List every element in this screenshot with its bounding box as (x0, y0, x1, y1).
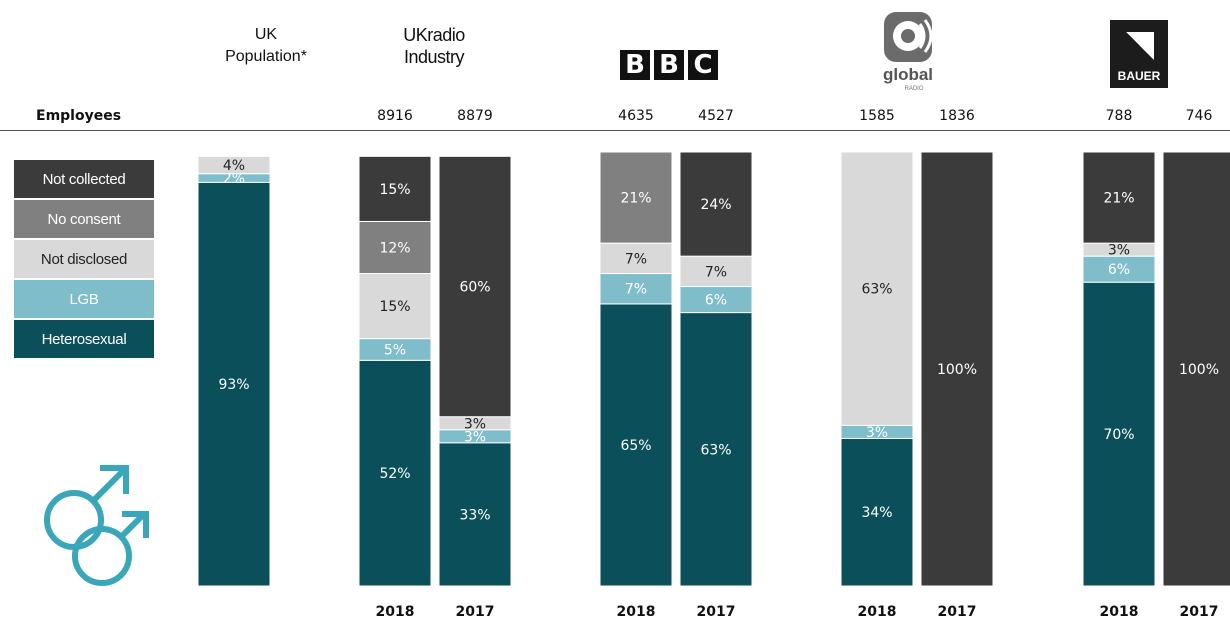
data-label: 52% (379, 466, 410, 482)
employees-count: 788 (1105, 108, 1133, 124)
male-male-gender-icon (38, 462, 150, 593)
bar-segment-lgb (1082, 255, 1156, 283)
employees-count: 8916 (377, 108, 413, 124)
data-label: 34% (861, 505, 892, 521)
global-radio-logo: global RADIO (880, 10, 948, 99)
data-label: 6% (705, 293, 727, 309)
bar-segment-heterosexual (679, 312, 753, 587)
legend-item-lgb: LGB (14, 280, 154, 318)
year-label: 2017 (1179, 604, 1219, 620)
bar-segment-not-collected (1162, 151, 1230, 587)
data-label: 21% (620, 191, 651, 207)
bar-segment-not-disclosed (599, 242, 673, 275)
legend-item-not-disclosed: Not disclosed (14, 240, 154, 278)
data-label: 93% (218, 377, 249, 393)
data-label: 3% (866, 425, 888, 441)
data-label: 3% (464, 416, 486, 432)
year-label: 2018 (616, 604, 656, 620)
data-label: 24% (700, 197, 731, 213)
bar-segment-lgb (599, 273, 673, 305)
bar-segment-not-collected (679, 151, 753, 257)
data-label: 15% (379, 182, 410, 198)
employees-count: 1836 (939, 108, 975, 124)
bar-segment-heterosexual (840, 437, 914, 587)
year-label: 2017 (937, 604, 977, 620)
header-divider (0, 130, 1230, 131)
bar-segment-no-consent (599, 151, 673, 244)
global-logo-subtext: RADIO (904, 86, 923, 92)
data-label: 100% (1179, 362, 1219, 378)
data-label: 60% (459, 280, 490, 296)
bar-segment-no-consent (358, 220, 432, 275)
year-label: 2018 (857, 604, 897, 620)
year-label: 2017 (696, 604, 736, 620)
employees-label: Employees (36, 108, 122, 124)
bauer-logo-text: BAUER (1118, 69, 1161, 83)
data-label: 33% (459, 507, 490, 523)
bar-segment-heterosexual (197, 181, 271, 587)
bar-segment-heterosexual (358, 359, 432, 587)
data-label: 5% (384, 342, 406, 358)
bar-segment-not-collected (920, 151, 994, 587)
bar-segment-not-disclosed (197, 155, 271, 175)
data-label: 63% (861, 282, 892, 298)
data-label: 70% (1103, 427, 1134, 443)
data-label: 4% (223, 158, 245, 174)
data-label: 100% (937, 362, 977, 378)
bar-segment-not-disclosed (358, 273, 432, 340)
bar-segment-lgb (679, 286, 753, 314)
bbc-logo: B B C (620, 50, 718, 80)
data-label: 15% (379, 299, 410, 315)
bar-segment-not-disclosed (840, 151, 914, 426)
data-label: 7% (625, 282, 647, 298)
year-label: 2017 (455, 604, 495, 620)
employees-count: 4635 (618, 108, 654, 124)
data-label: 7% (625, 251, 647, 267)
data-label: 21% (1103, 191, 1134, 207)
bar-segment-not-collected (358, 155, 432, 222)
data-label: 3% (464, 429, 486, 445)
year-label: 2018 (1099, 604, 1139, 620)
data-label: 65% (620, 438, 651, 454)
legend-item-not-collected: Not collected (14, 160, 154, 198)
uk-population-label: UK Population* (225, 26, 307, 65)
data-label: 63% (700, 442, 731, 458)
bbc-logo-letter: B (620, 50, 650, 80)
legend-item-heterosexual: Heterosexual (14, 320, 154, 358)
bar-segment-heterosexual (1082, 281, 1156, 587)
bar-segment-not-collected (438, 155, 512, 418)
bar-segment-heterosexual (438, 442, 512, 587)
year-label: 2018 (375, 604, 415, 620)
bbc-logo-letter: B (654, 50, 684, 80)
uk-radio-industry-label: UKradio Industry (403, 25, 465, 67)
employees-count: 4527 (698, 108, 734, 124)
employees-count: 8879 (457, 108, 493, 124)
employees-count: 1585 (859, 108, 895, 124)
data-label: 12% (379, 240, 410, 256)
data-label: 6% (1108, 262, 1130, 278)
legend: Not collected No consent Not disclosed L… (14, 160, 154, 360)
global-logo-text: global (883, 65, 933, 84)
bauer-logo: BAUER (1110, 20, 1168, 93)
bar-segment-heterosexual (599, 303, 673, 587)
employees-count: 746 (1185, 108, 1213, 124)
bbc-logo-letter: C (688, 50, 718, 80)
data-label: 2% (223, 171, 245, 187)
data-label: 3% (1108, 243, 1130, 259)
data-label: 7% (705, 264, 727, 280)
legend-item-no-consent: No consent (14, 200, 154, 238)
bar-segment-not-collected (1082, 151, 1156, 244)
